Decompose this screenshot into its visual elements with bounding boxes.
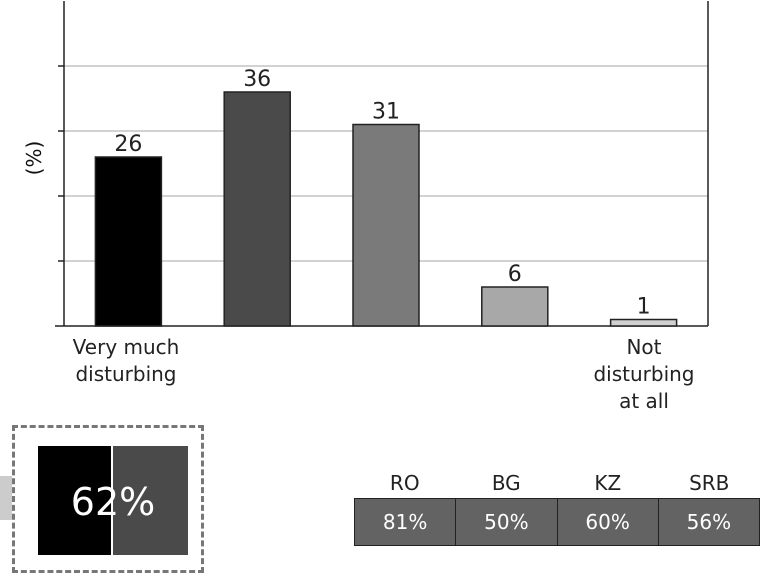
category-label-line: disturbing — [75, 362, 177, 386]
country-header: KZ — [594, 471, 622, 495]
country-value: 56% — [658, 499, 759, 545]
category-label-line: Not — [626, 335, 662, 359]
data-label: 26 — [114, 132, 142, 157]
data-label: 6 — [508, 262, 522, 287]
category-label-line: Very much — [72, 335, 180, 359]
side-tab — [0, 476, 12, 520]
category-label-line: disturbing — [593, 362, 695, 386]
country-header-row: RO BG KZ SRB — [354, 468, 760, 498]
data-label: 36 — [243, 67, 271, 92]
country-value: 81% — [355, 499, 457, 545]
country-value-row: 81% 50% 60% 56% — [354, 498, 760, 546]
country-header: SRB — [689, 471, 730, 495]
category-label-line: at all — [619, 389, 669, 413]
bar — [481, 286, 549, 327]
country-table: RO BG KZ SRB 81% 50% 60% 56% — [354, 468, 760, 546]
bar — [609, 318, 678, 327]
y-axis-label: (%) — [22, 140, 46, 176]
country-header: BG — [491, 471, 521, 495]
summary-box: 62% — [12, 425, 204, 573]
summary-bar-mid — [113, 446, 188, 555]
category-label-not-disturbing-at-all: Not disturbing at all — [580, 334, 708, 415]
data-label: 31 — [372, 100, 400, 125]
country-value: 50% — [456, 499, 558, 545]
category-label-very-much-disturbing: Very much disturbing — [62, 334, 190, 388]
country-header: RO — [389, 471, 420, 495]
data-label: 1 — [637, 295, 651, 320]
bar — [94, 156, 163, 327]
bar — [223, 91, 291, 327]
summary-divider — [111, 446, 113, 555]
country-value: 60% — [557, 499, 659, 545]
summary-bar-dark — [38, 446, 112, 555]
summary-value: 62% — [70, 480, 156, 524]
bar — [352, 123, 420, 327]
